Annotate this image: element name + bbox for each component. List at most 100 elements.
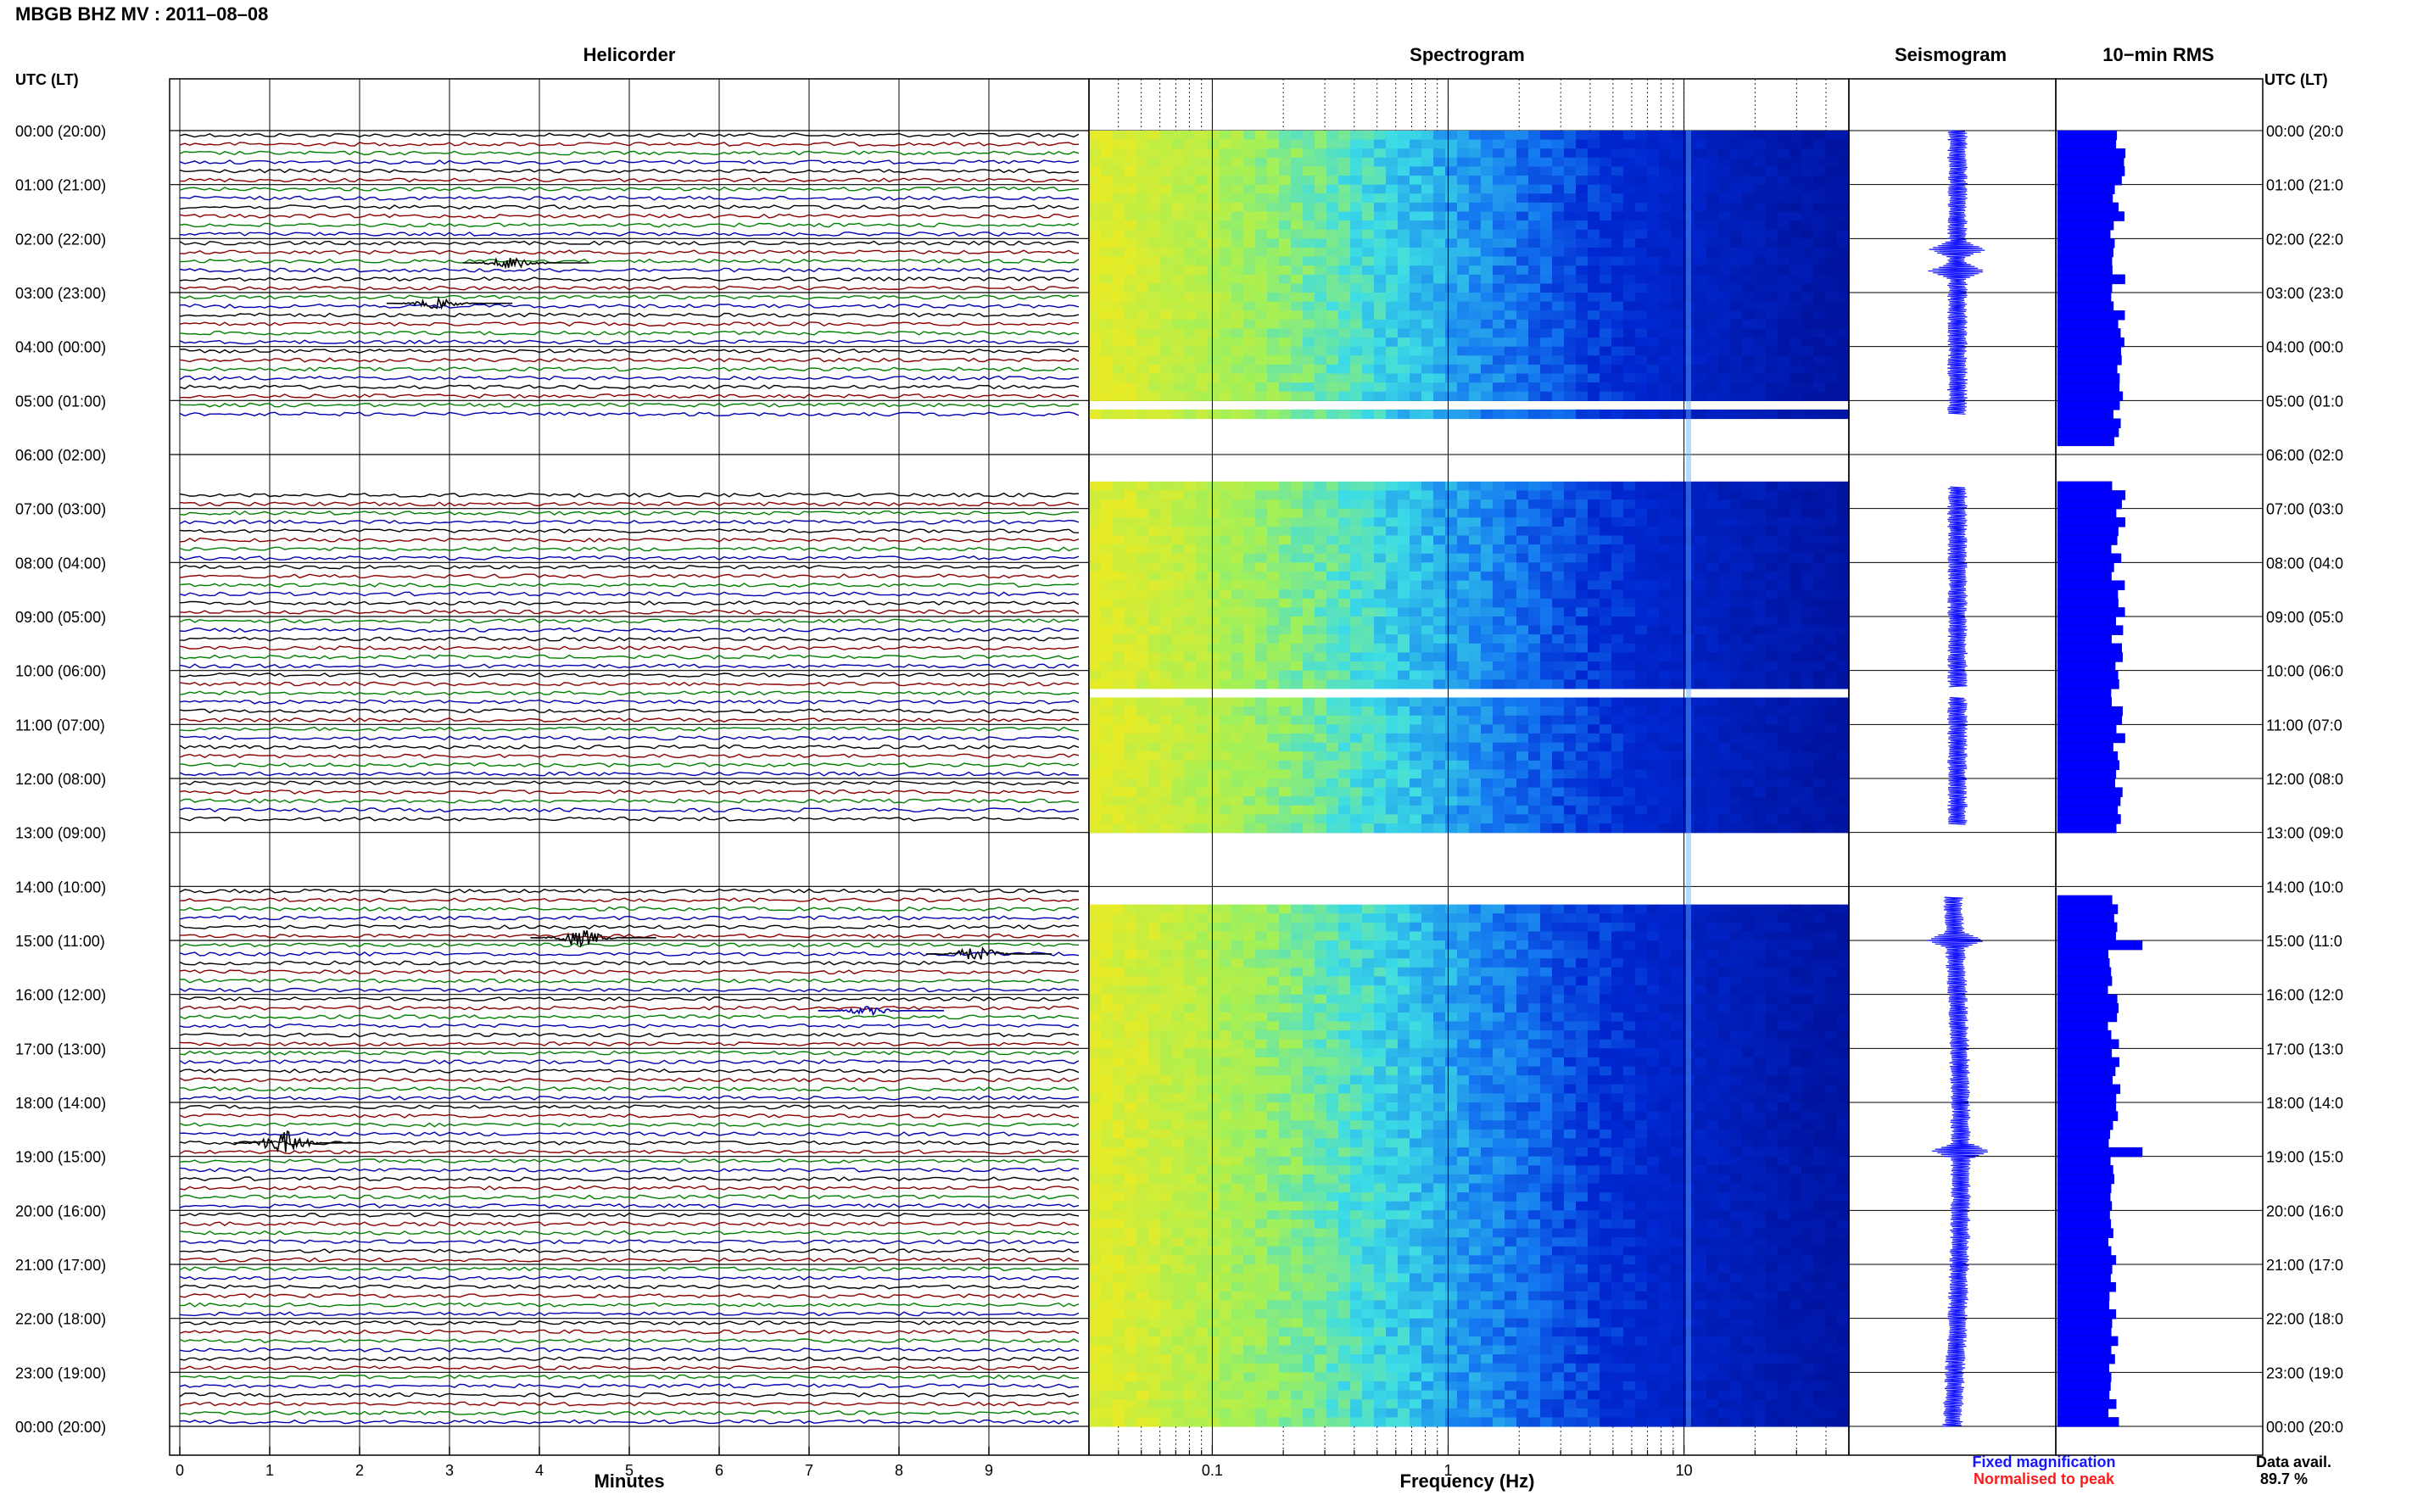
spectrogram-cell (1706, 940, 1719, 950)
spectrogram-cell (1552, 634, 1565, 644)
spectrogram-cell (1825, 698, 1838, 707)
spectrogram-cell (1243, 203, 1256, 212)
spectrogram-cell (1362, 193, 1375, 203)
spectrogram-cell (1433, 743, 1446, 752)
spectrogram-cell (1588, 365, 1600, 374)
spectrogram-cell (1564, 328, 1577, 338)
spectrogram-cell (1505, 823, 1517, 833)
spectrogram-cell (1754, 706, 1767, 716)
spectrogram-cell (1184, 220, 1197, 230)
spectrogram-cell (1564, 589, 1577, 599)
spectrogram-cell (1659, 769, 1672, 778)
spectrogram-cell (1220, 931, 1232, 940)
spectrogram-cell (1695, 328, 1707, 338)
spectrogram-cell (1659, 347, 1672, 356)
spectrogram-cell (1196, 743, 1209, 752)
spectrogram-cell (1766, 581, 1778, 590)
spectrogram-cell (1243, 661, 1256, 671)
spectrogram-cell (1801, 923, 1814, 932)
spectrogram-cell (1576, 328, 1588, 338)
spectrogram-cell (1766, 634, 1778, 644)
spectrogram-cell (1505, 302, 1517, 311)
spectrogram-cell (1718, 158, 1731, 167)
spectrogram-cell (1730, 382, 1743, 392)
spectrogram-cell (1623, 355, 1636, 365)
spectrogram-cell (1445, 572, 1458, 581)
spectrogram-cell (1113, 265, 1125, 275)
spectrogram-cell (1267, 382, 1280, 392)
spectrogram-cell (1315, 355, 1327, 365)
spectrogram-cell (1350, 823, 1363, 833)
spectrogram-cell (1350, 265, 1363, 275)
spectrogram-cell (1505, 482, 1517, 491)
spectrogram-cell (1789, 671, 1802, 680)
spectrogram-cell (1457, 347, 1470, 356)
spectrogram-cell (1623, 743, 1636, 752)
spectrogram-cell (1825, 706, 1838, 716)
spectrogram-cell (1659, 193, 1672, 203)
spectrogram-cell (1374, 769, 1387, 778)
spectrogram-cell (1801, 230, 1814, 239)
spectrogram-cell (1410, 788, 1422, 797)
spectrogram-cell (1457, 230, 1470, 239)
spectrogram-cell (1220, 248, 1232, 257)
spectrogram-cell (1279, 652, 1292, 661)
spectrogram-cell (1101, 302, 1114, 311)
spectrogram-cell (1303, 679, 1315, 689)
spectrogram-cell (1267, 320, 1280, 329)
spectrogram-cell (1338, 220, 1351, 230)
spectrogram-cell (1481, 913, 1494, 923)
spectrogram-cell (1125, 131, 1137, 140)
spectrogram-cell (1611, 796, 1624, 806)
spectrogram-cell (1813, 724, 1826, 734)
spectrogram-cell (1267, 220, 1280, 230)
spectrogram-cell (1493, 374, 1505, 383)
spectrogram-cell (1208, 176, 1220, 185)
spectrogram-cell (1338, 743, 1351, 752)
spectrogram-cell (1801, 679, 1814, 689)
spectrogram-cell (1160, 661, 1173, 671)
spectrogram-cell (1552, 193, 1565, 203)
spectrogram-cell (1125, 743, 1137, 752)
spectrogram-cell (1350, 275, 1363, 284)
spectrogram-cell (1267, 374, 1280, 383)
spectrogram-cell (1101, 796, 1114, 806)
helicorder-x-tick-label: 1 (265, 1462, 274, 1479)
spectrogram-cell (1315, 913, 1327, 923)
spectrogram-cell (1291, 131, 1304, 140)
spectrogram-cell (1136, 293, 1149, 302)
spectrogram-cell (1552, 536, 1565, 545)
spectrogram-cell (1279, 796, 1292, 806)
spectrogram-cell (1659, 148, 1672, 158)
spectrogram-cell (1410, 823, 1422, 833)
spectrogram-cell (1303, 940, 1315, 950)
spectrogram-cell (1338, 589, 1351, 599)
spectrogram-cell (1552, 410, 1565, 419)
spectrogram-cell (1231, 355, 1244, 365)
spectrogram-cell (1303, 265, 1315, 275)
spectrogram-cell (1160, 607, 1173, 617)
spectrogram-cell (1172, 320, 1185, 329)
spectrogram-cell (1516, 410, 1529, 419)
spectrogram-cell (1101, 769, 1114, 778)
spectrogram-cell (1789, 581, 1802, 590)
spectrogram-cell (1730, 706, 1743, 716)
spectrogram-cell (1813, 148, 1826, 158)
spectrogram-cell (1267, 769, 1280, 778)
spectrogram-cell (1457, 671, 1470, 680)
spectrogram-cell (1730, 589, 1743, 599)
spectrogram-cell (1243, 131, 1256, 140)
spectrogram-cell (1303, 248, 1315, 257)
spectrogram-cell (1825, 806, 1838, 815)
spectrogram-cell (1742, 788, 1755, 797)
spectrogram-cell (1338, 517, 1351, 527)
spectrogram-cell (1695, 275, 1707, 284)
spectrogram-cell (1647, 905, 1660, 914)
spectrogram-cell (1362, 788, 1375, 797)
spectrogram-cell (1766, 410, 1778, 419)
spectrogram-cell (1267, 589, 1280, 599)
spectrogram-cell (1326, 283, 1339, 293)
spectrogram-cell (1516, 562, 1529, 572)
spectrogram-cell (1267, 148, 1280, 158)
spectrogram-cell (1493, 607, 1505, 617)
